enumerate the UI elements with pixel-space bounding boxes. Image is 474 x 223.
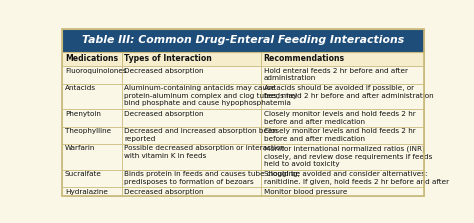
Bar bbox=[62, 52, 122, 66]
Bar bbox=[122, 127, 261, 144]
Text: Decreased absorption: Decreased absorption bbox=[124, 111, 204, 117]
Text: Binds protein in feeds and causes tube clogging;
predisposes to formation of bez: Binds protein in feeds and causes tube c… bbox=[124, 171, 301, 185]
Text: Hold enteral feeds 2 hr before and after
administration: Hold enteral feeds 2 hr before and after… bbox=[264, 68, 408, 81]
Bar bbox=[261, 109, 424, 127]
Bar bbox=[261, 52, 424, 66]
Bar bbox=[122, 52, 261, 66]
Bar bbox=[261, 187, 424, 196]
Bar bbox=[62, 29, 424, 52]
Text: Table III: Common Drug-Enteral Feeding Interactions: Table III: Common Drug-Enteral Feeding I… bbox=[82, 35, 404, 45]
Text: Sucralfate: Sucralfate bbox=[65, 171, 101, 177]
Text: Monitor international normalized ratios (INR)
closely, and review dose requireme: Monitor international normalized ratios … bbox=[264, 145, 432, 167]
Text: Recommendations: Recommendations bbox=[264, 54, 345, 63]
Text: Should be avoided and consider alternatives:
ranitidine. If given, hold feeds 2 : Should be avoided and consider alternati… bbox=[264, 171, 449, 185]
Bar bbox=[122, 109, 261, 127]
Text: Types of Interaction: Types of Interaction bbox=[124, 54, 212, 63]
Bar bbox=[122, 66, 261, 84]
Text: Decreased absorption: Decreased absorption bbox=[124, 68, 204, 74]
Text: Medications: Medications bbox=[65, 54, 118, 63]
Bar bbox=[62, 187, 122, 196]
Bar bbox=[122, 187, 261, 196]
Bar bbox=[62, 84, 122, 109]
Bar bbox=[122, 144, 261, 170]
Text: Closely monitor levels and hold feeds 2 hr
before and after medication: Closely monitor levels and hold feeds 2 … bbox=[264, 111, 415, 125]
Text: Decreased absorption: Decreased absorption bbox=[124, 189, 204, 195]
Bar bbox=[62, 109, 122, 127]
Bar bbox=[261, 170, 424, 187]
Text: Aluminum-containing antacids may cause
protein-aluminum complex and clog tubes; : Aluminum-containing antacids may cause p… bbox=[124, 85, 298, 106]
Text: Phenytoin: Phenytoin bbox=[65, 111, 100, 117]
Bar bbox=[261, 84, 424, 109]
Text: Monitor blood pressure: Monitor blood pressure bbox=[264, 189, 347, 195]
Text: Closely monitor levels and hold feeds 2 hr
before and after medication: Closely monitor levels and hold feeds 2 … bbox=[264, 128, 415, 142]
Text: Theophylline: Theophylline bbox=[65, 128, 111, 134]
Bar bbox=[62, 170, 122, 187]
Bar bbox=[261, 66, 424, 84]
Bar bbox=[261, 127, 424, 144]
Bar bbox=[261, 144, 424, 170]
Text: Warfarin: Warfarin bbox=[65, 145, 95, 151]
Text: Antacids: Antacids bbox=[65, 85, 96, 91]
Bar bbox=[62, 66, 122, 84]
Bar bbox=[62, 29, 424, 52]
Bar bbox=[122, 84, 261, 109]
Text: Possible decreased absorption or interaction
with vitamin K in feeds: Possible decreased absorption or interac… bbox=[124, 145, 285, 159]
Text: Decreased and increased absorption been
reported: Decreased and increased absorption been … bbox=[124, 128, 277, 142]
Bar bbox=[62, 127, 122, 144]
Bar bbox=[122, 170, 261, 187]
Bar bbox=[62, 144, 122, 170]
Text: Hydralazine: Hydralazine bbox=[65, 189, 108, 195]
Text: Antacids should be avoided if possible, or
feeds held 2 hr before and after admi: Antacids should be avoided if possible, … bbox=[264, 85, 433, 99]
Text: Fluoroquinolones: Fluoroquinolones bbox=[65, 68, 127, 74]
